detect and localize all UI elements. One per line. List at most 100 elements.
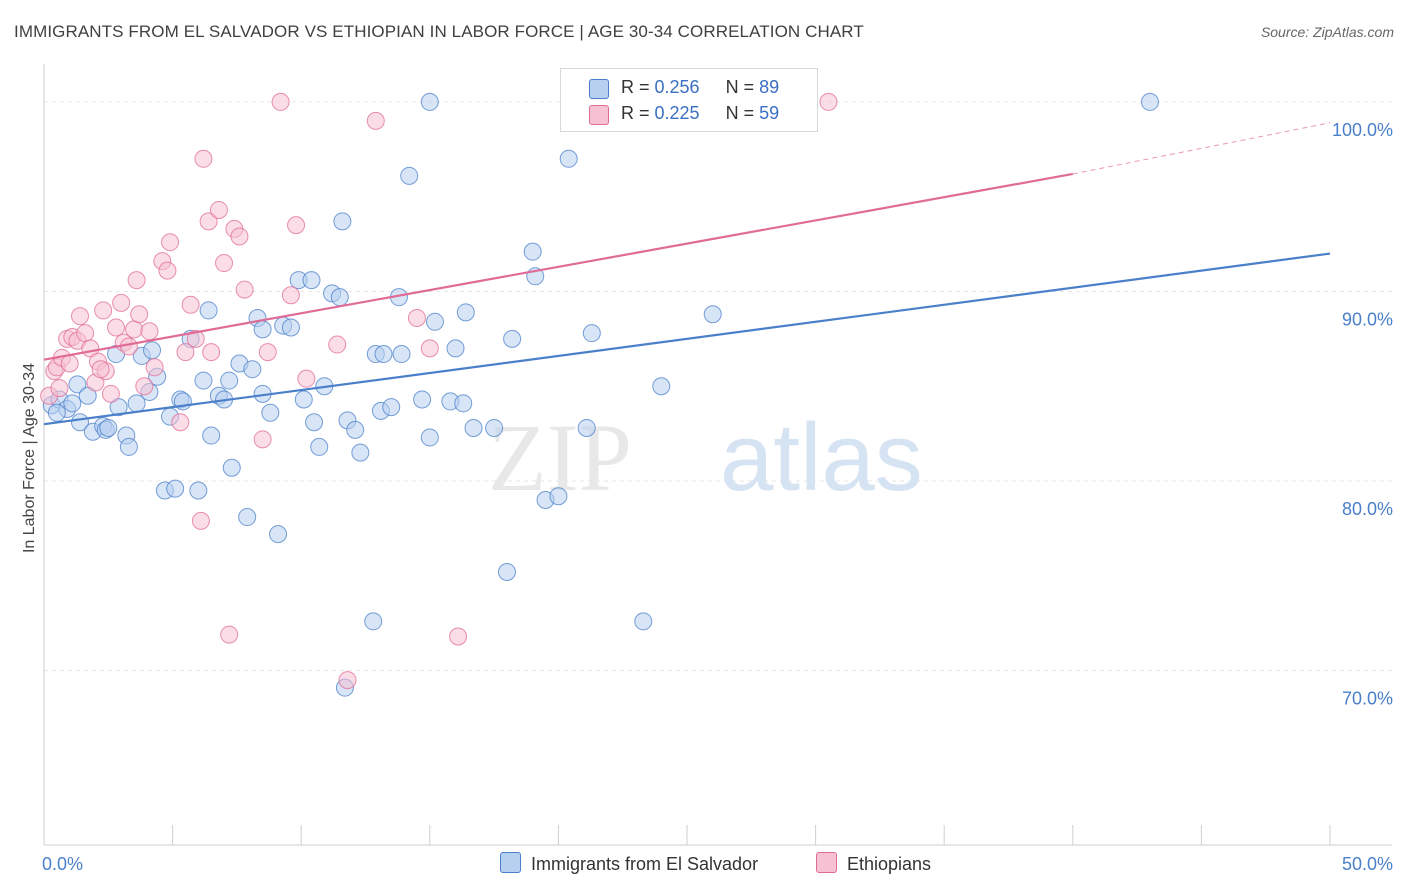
- data-point: [230, 227, 249, 246]
- data-point: [485, 418, 504, 437]
- data-point: [328, 335, 347, 354]
- data-point: [176, 343, 195, 362]
- data-point: [454, 394, 473, 413]
- data-point: [400, 166, 419, 185]
- chart-title: IMMIGRANTS FROM EL SALVADOR VS ETHIOPIAN…: [14, 22, 864, 41]
- data-point: [294, 390, 313, 409]
- data-point: [446, 339, 465, 358]
- data-point: [559, 149, 578, 168]
- data-point: [382, 398, 401, 417]
- data-point: [420, 339, 439, 358]
- x-tick-label: 50.0%: [1342, 854, 1393, 874]
- data-point: [703, 305, 722, 324]
- data-point: [258, 343, 277, 362]
- data-point: [186, 329, 205, 348]
- data-point: [235, 280, 254, 299]
- data-point: [281, 318, 300, 337]
- data-point: [91, 360, 110, 379]
- data-point: [222, 458, 241, 477]
- legend-swatch-pink: [816, 852, 837, 873]
- data-point: [346, 420, 365, 439]
- data-point: [819, 92, 838, 111]
- data-point: [302, 271, 321, 290]
- trend-line-extension: [1072, 122, 1331, 175]
- x-tick-label: 0.0%: [42, 854, 83, 874]
- data-point: [101, 384, 120, 403]
- data-point: [652, 377, 671, 396]
- legend-n-label: N =: [725, 103, 760, 123]
- data-point: [194, 371, 213, 390]
- data-point: [297, 369, 316, 388]
- legend-item-el-salvador[interactable]: Immigrants from El Salvador: [500, 852, 758, 875]
- data-point: [374, 345, 393, 364]
- data-point: [261, 403, 280, 422]
- trend-line: [43, 172, 1073, 361]
- data-point: [181, 295, 200, 314]
- data-point: [407, 309, 426, 328]
- data-point: [127, 271, 146, 290]
- data-point: [420, 92, 439, 111]
- data-point: [497, 563, 516, 582]
- data-point: [287, 216, 306, 235]
- data-point: [305, 413, 324, 432]
- data-point: [109, 398, 128, 417]
- data-point: [130, 305, 149, 324]
- data-point: [112, 293, 131, 312]
- data-point: [549, 487, 568, 506]
- data-point: [330, 288, 349, 307]
- data-point: [366, 111, 385, 130]
- data-point: [253, 430, 272, 449]
- axes: [43, 64, 1392, 846]
- grid-lines: [44, 101, 1392, 672]
- data-point: [76, 324, 95, 343]
- data-point: [145, 358, 164, 377]
- data-point: [50, 379, 69, 398]
- legend-item-ethiopians[interactable]: Ethiopians: [816, 852, 931, 875]
- data-point: [47, 403, 66, 422]
- data-point: [634, 612, 653, 631]
- data-point: [119, 437, 138, 456]
- legend-n-value: 89: [759, 77, 780, 97]
- y-tick-label: 70.0%: [1342, 689, 1393, 709]
- data-point: [71, 307, 90, 326]
- data-point: [392, 345, 411, 364]
- data-point: [199, 301, 218, 320]
- legend-n-label: N =: [725, 77, 760, 97]
- data-point: [99, 418, 118, 437]
- x-tick-labels: 0.0% 50.0%: [42, 854, 1393, 874]
- data-point: [456, 303, 475, 322]
- data-point: [78, 386, 97, 405]
- trend-lines: [43, 122, 1331, 426]
- legend-label-el-salvador: Immigrants from El Salvador: [531, 854, 759, 874]
- legend-n-value: 59: [759, 103, 780, 123]
- data-point: [63, 394, 82, 413]
- data-point: [140, 322, 159, 341]
- data-point: [503, 329, 522, 348]
- data-point: [107, 318, 126, 337]
- data-point: [125, 320, 144, 339]
- data-point: [191, 511, 210, 530]
- data-point: [161, 233, 180, 252]
- data-point: [351, 443, 370, 462]
- data-point: [364, 612, 383, 631]
- data-point: [194, 149, 213, 168]
- data-point: [209, 200, 228, 219]
- watermark-atlas: atlas: [720, 404, 923, 511]
- data-point: [68, 375, 87, 394]
- data-point: [333, 212, 352, 231]
- legend-swatch-pink: [589, 105, 609, 125]
- data-point: [189, 481, 208, 500]
- data-point: [281, 286, 300, 305]
- legend-r-label: R =: [621, 103, 655, 123]
- data-point: [135, 377, 154, 396]
- stats-legend: R = 0.256 N = 89 R = 0.225 N = 59: [560, 68, 818, 132]
- data-point: [577, 418, 596, 437]
- data-point: [143, 341, 162, 360]
- data-point: [60, 354, 79, 373]
- source-label: Source: ZipAtlas.com: [1260, 24, 1394, 40]
- y-tick-labels: 100.0% 90.0% 80.0% 70.0%: [1332, 120, 1393, 709]
- data-point: [238, 508, 257, 527]
- y-tick-label: 80.0%: [1342, 499, 1393, 519]
- data-point: [449, 627, 468, 646]
